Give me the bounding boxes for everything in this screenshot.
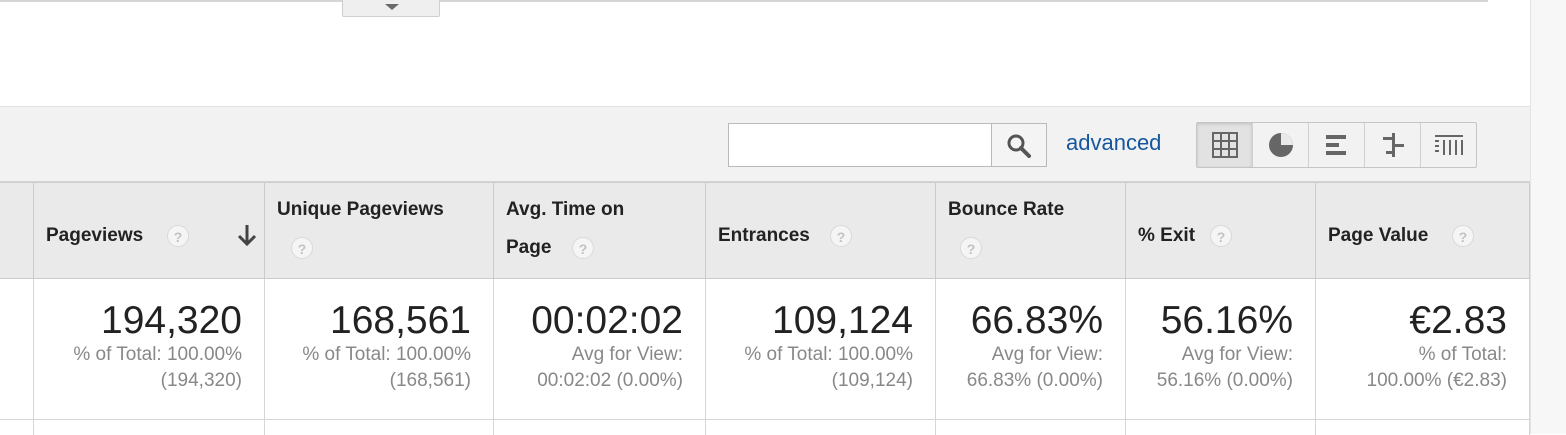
header-exit-rate[interactable]: % Exit ? [1126, 183, 1316, 279]
header-bounce-rate[interactable]: Bounce Rate ? [936, 183, 1126, 279]
header-unique-pageviews[interactable]: Unique Pageviews ? [265, 183, 494, 279]
total-subtext-line2: 66.83% (0.00%) [966, 370, 1103, 391]
comparison-view-button[interactable] [1364, 123, 1420, 167]
table-row-cell [494, 419, 706, 435]
help-icon[interactable]: ? [572, 237, 594, 259]
total-value: €2.83 [1409, 299, 1507, 342]
view-switcher [1196, 122, 1477, 168]
help-icon[interactable]: ? [167, 225, 189, 247]
total-subtext: Avg for View: 66.83% (0.00%) [967, 342, 1103, 394]
table-row-cell [1316, 419, 1530, 435]
total-pageviews-cell: 194,320 % of Total: 100.00% (194,320) [34, 279, 265, 419]
total-value: 168,561 [330, 299, 471, 342]
table-view-button[interactable] [1197, 123, 1252, 167]
table-row[interactable] [0, 419, 34, 435]
header-label: Bounce Rate [948, 199, 1065, 220]
total-subtext-line2: 56.16% (0.00%) [1156, 370, 1293, 391]
header-pageviews[interactable]: Pageviews ? [34, 183, 265, 279]
table-row-cell [706, 419, 936, 435]
total-value: 66.83% [970, 299, 1103, 342]
help-icon[interactable]: ? [830, 225, 852, 247]
top-divider [0, 0, 1488, 2]
header-entrances[interactable]: Entrances ? [706, 183, 936, 279]
comparison-view-icon [1382, 133, 1404, 157]
table-row-cell [265, 419, 494, 435]
table-row-cell [936, 419, 1126, 435]
pivot-view-button[interactable] [1420, 123, 1476, 167]
header-label: % Exit [1138, 225, 1196, 246]
total-subtext-line2: (109,124) [831, 370, 913, 391]
search-icon [1007, 134, 1031, 158]
total-value: 00:02:02 [531, 299, 683, 342]
help-icon[interactable]: ? [1452, 225, 1474, 247]
table-view-icon [1211, 132, 1238, 158]
performance-view-icon [1325, 135, 1346, 155]
total-bounce-rate-cell: 66.83% Avg for View: 66.83% (0.00%) [936, 279, 1126, 419]
sort-descending-icon[interactable] [236, 223, 258, 247]
header-label: Unique Pageviews [277, 199, 444, 220]
total-subtext-line2: (168,561) [389, 370, 471, 391]
total-subtext-line1: Avg for View: [991, 344, 1103, 365]
total-subtext-line1: Avg for View: [1181, 344, 1293, 365]
total-subtext: % of Total: 100.00% (194,320) [73, 342, 242, 394]
total-value: 56.16% [1160, 299, 1293, 342]
table-row-cell [34, 419, 265, 435]
total-subtext: % of Total: 100.00% (€2.83) [1367, 342, 1508, 394]
pivot-view-icon [1434, 135, 1463, 155]
totals-dimension-cell [0, 279, 34, 419]
pie-view-button[interactable] [1252, 123, 1308, 167]
total-subtext-line2: 100.00% (€2.83) [1366, 370, 1508, 391]
total-subtext: % of Total: 100.00% (168,561) [302, 342, 471, 394]
header-label: Page Value [1328, 225, 1429, 246]
scrollbar[interactable] [1530, 0, 1566, 434]
header-page-value[interactable]: Page Value ? [1316, 183, 1530, 279]
performance-view-button[interactable] [1308, 123, 1364, 167]
advanced-filter-link[interactable]: advanced [1066, 130, 1162, 155]
help-icon[interactable]: ? [1210, 225, 1232, 247]
total-subtext-line2: (194,320) [160, 370, 242, 391]
help-icon[interactable]: ? [960, 237, 982, 259]
total-value: 109,124 [772, 299, 913, 342]
total-subtext-line1: % of Total: 100.00% [73, 344, 242, 365]
total-subtext: Avg for View: 00:02:02 (0.00%) [537, 342, 683, 394]
total-subtext-line1: Avg for View: [571, 344, 683, 365]
total-subtext: % of Total: 100.00% (109,124) [744, 342, 913, 394]
total-unique-pageviews-cell: 168,561 % of Total: 100.00% (168,561) [265, 279, 494, 419]
total-subtext-line2: 00:02:02 (0.00%) [537, 370, 683, 391]
search-button[interactable] [991, 123, 1047, 167]
total-subtext: Avg for View: 56.16% (0.00%) [1157, 342, 1293, 394]
total-avg-time-cell: 00:02:02 Avg for View: 00:02:02 (0.00%) [494, 279, 706, 419]
total-exit-rate-cell: 56.16% Avg for View: 56.16% (0.00%) [1126, 279, 1316, 419]
header-label: Entrances [718, 225, 810, 246]
total-value: 194,320 [101, 299, 242, 342]
total-entrances-cell: 109,124 % of Total: 100.00% (109,124) [706, 279, 936, 419]
header-label: Pageviews [46, 225, 144, 246]
table-search-input[interactable] [728, 123, 992, 167]
header-avg-time-on-page[interactable]: Avg. Time on Page ? [494, 183, 706, 279]
total-subtext-line1: % of Total: 100.00% [744, 344, 913, 365]
pie-view-icon [1268, 133, 1293, 157]
metrics-table: Pageviews ? Unique Pageviews ? Avg. Time… [0, 182, 1530, 435]
table-row-cell [1126, 419, 1316, 435]
total-subtext-line1: % of Total: [1418, 344, 1507, 365]
table-toolbar: advanced [0, 106, 1530, 182]
header-label: Avg. Time on [506, 199, 625, 220]
header-label-line2: Page [506, 237, 552, 258]
chevron-down-icon [385, 4, 399, 10]
total-subtext-line1: % of Total: 100.00% [302, 344, 471, 365]
dimension-header-cell [0, 183, 34, 279]
help-icon[interactable]: ? [291, 237, 313, 259]
total-page-value-cell: €2.83 % of Total: 100.00% (€2.83) [1316, 279, 1530, 419]
collapse-toggle-button[interactable] [342, 0, 440, 17]
